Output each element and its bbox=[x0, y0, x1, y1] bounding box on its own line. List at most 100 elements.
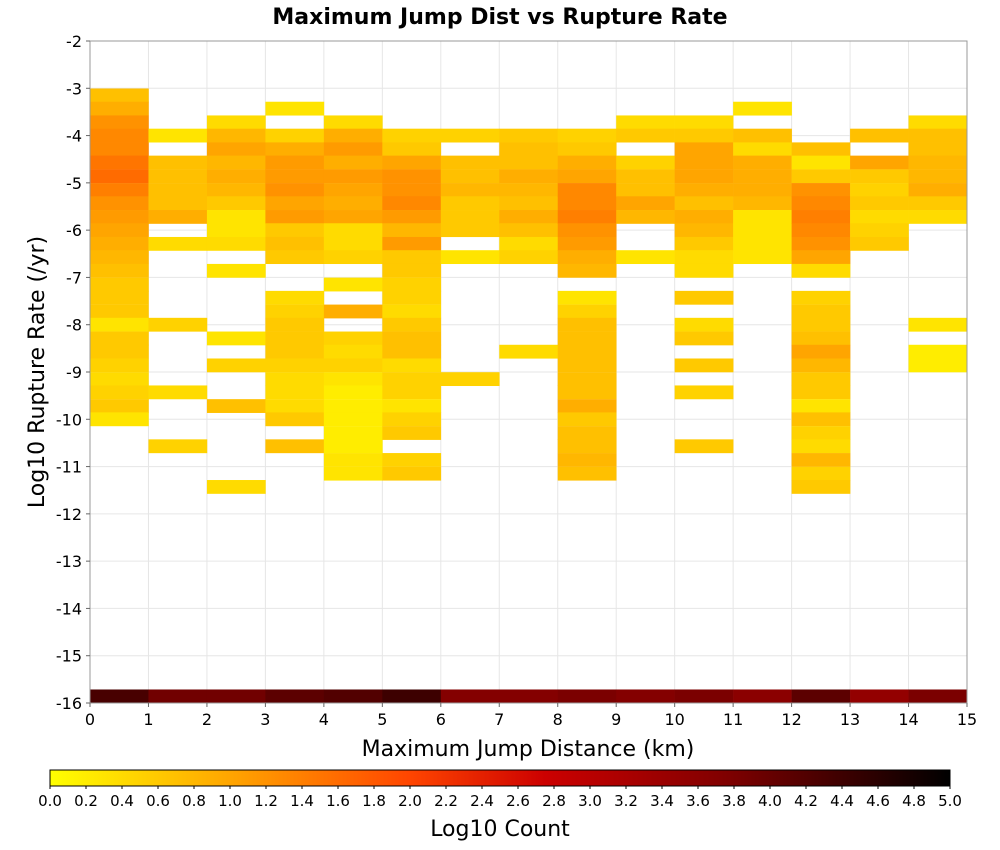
colorbar-tick-label: 1.0 bbox=[218, 792, 242, 810]
heatmap-cell bbox=[791, 196, 851, 211]
x-tick-label: 0 bbox=[85, 710, 95, 729]
heatmap-cell bbox=[382, 183, 442, 197]
heatmap-cell bbox=[616, 155, 675, 170]
heatmap-cell bbox=[382, 358, 442, 373]
heatmap-cell bbox=[206, 358, 266, 373]
colorbar-tick-label: 3.4 bbox=[650, 792, 674, 810]
x-tick-label: 12 bbox=[781, 710, 801, 729]
heatmap-cell bbox=[148, 236, 208, 251]
heatmap-cell bbox=[323, 372, 383, 387]
heatmap-cell bbox=[791, 304, 851, 319]
x-tick-label: 2 bbox=[202, 710, 212, 729]
heatmap-cell bbox=[557, 169, 617, 184]
heatmap-cell bbox=[557, 426, 617, 440]
heatmap-cell bbox=[382, 277, 442, 292]
heatmap-cell bbox=[323, 115, 383, 130]
heatmap-cell bbox=[323, 466, 383, 481]
heatmap-cell bbox=[265, 142, 325, 157]
y-tick-label: -5 bbox=[66, 174, 82, 193]
heatmap-cell bbox=[148, 196, 208, 211]
heatmap-cell bbox=[440, 689, 500, 704]
heatmap-cell bbox=[850, 196, 909, 211]
heatmap-cell bbox=[499, 155, 559, 170]
heatmap-cell bbox=[323, 142, 383, 157]
heatmap-cell bbox=[265, 290, 325, 305]
heatmap-cell bbox=[323, 385, 383, 400]
heatmap-cell bbox=[382, 689, 442, 704]
heatmap-cell bbox=[265, 439, 325, 454]
heatmap-cell bbox=[557, 210, 617, 224]
heatmap-cell bbox=[382, 155, 442, 170]
heatmap-cell bbox=[850, 128, 909, 143]
x-tick-label: 5 bbox=[377, 710, 387, 729]
heatmap-cell bbox=[265, 210, 325, 224]
heatmap-cell bbox=[382, 236, 442, 251]
heatmap-cell bbox=[557, 358, 617, 373]
heatmap-cell bbox=[908, 196, 968, 211]
heatmap-cell bbox=[206, 196, 266, 211]
heatmap-cell bbox=[382, 210, 442, 224]
heatmap-cell bbox=[616, 169, 675, 184]
chart-title: Maximum Jump Dist vs Rupture Rate bbox=[272, 5, 727, 30]
heatmap-cell bbox=[791, 385, 851, 400]
heatmap-cell bbox=[557, 399, 617, 413]
heatmap-cell bbox=[557, 331, 617, 346]
heatmap-cell bbox=[148, 155, 208, 170]
heatmap-cell bbox=[557, 142, 617, 157]
heatmap-cell bbox=[674, 317, 734, 332]
heatmap-cell bbox=[206, 128, 266, 143]
heatmap-cell bbox=[499, 128, 559, 143]
heatmap-cell bbox=[90, 304, 149, 319]
heatmap-cell bbox=[323, 183, 383, 197]
heatmap-cell bbox=[674, 236, 734, 251]
heatmap-cell bbox=[733, 155, 792, 170]
heatmap-cell bbox=[791, 183, 851, 197]
y-axis-label: Log10 Rupture Rate (/yr) bbox=[25, 236, 50, 508]
heatmap-cell bbox=[148, 689, 208, 704]
heatmap-cell bbox=[148, 210, 208, 224]
heatmap-cell bbox=[791, 466, 851, 481]
y-tick-label: -8 bbox=[66, 316, 82, 335]
colorbar-ticks: 0.0 0.2 0.4 0.6 0.8 1.0 1.2 1.4 1.6 1.8 2.0 2.2 2.4 2… bbox=[38, 786, 962, 810]
heatmap-cell bbox=[791, 689, 851, 704]
heatmap-cell bbox=[148, 169, 208, 184]
heatmap-cell bbox=[382, 196, 442, 211]
heatmap-cell bbox=[499, 142, 559, 157]
heatmap-cell bbox=[616, 115, 675, 130]
heatmap-cell bbox=[908, 142, 968, 157]
y-tick-label: -10 bbox=[56, 410, 82, 429]
colorbar-tick-label: 0.6 bbox=[146, 792, 170, 810]
heatmap-cell bbox=[265, 250, 325, 265]
heatmap-cell bbox=[908, 689, 968, 704]
heatmap-cell bbox=[674, 223, 734, 238]
colorbar-tick-label: 1.8 bbox=[362, 792, 386, 810]
heatmap-cell bbox=[148, 128, 208, 143]
colorbar-tick-label: 4.8 bbox=[902, 792, 926, 810]
heatmap-cell bbox=[791, 263, 851, 278]
heatmap-cell bbox=[382, 304, 442, 319]
heatmap-cell bbox=[440, 169, 500, 184]
heatmap-cell bbox=[674, 115, 734, 130]
heatmap-cell bbox=[557, 304, 617, 319]
heatmap-cell bbox=[90, 115, 149, 130]
heatmap-cell bbox=[148, 317, 208, 332]
heatmap-cell bbox=[90, 223, 149, 238]
heatmap-cell bbox=[557, 453, 617, 467]
heatmap-cell bbox=[265, 372, 325, 387]
heatmap-cell bbox=[382, 453, 442, 467]
heatmap-cell bbox=[148, 439, 208, 454]
heatmap-cell bbox=[382, 169, 442, 184]
heatmap-cell bbox=[90, 317, 149, 332]
heatmap-cell bbox=[440, 210, 500, 224]
heatmap-cell bbox=[791, 317, 851, 332]
x-tick-label: 1 bbox=[143, 710, 153, 729]
heatmap-cell bbox=[674, 169, 734, 184]
heatmap-cell bbox=[674, 210, 734, 224]
colorbar-tick-label: 2.0 bbox=[398, 792, 422, 810]
x-tick-label: 8 bbox=[553, 710, 563, 729]
heatmap-cell bbox=[90, 399, 149, 413]
heatmap-cell bbox=[733, 128, 792, 143]
heatmap-cell bbox=[674, 689, 734, 704]
heatmap-cell bbox=[206, 169, 266, 184]
